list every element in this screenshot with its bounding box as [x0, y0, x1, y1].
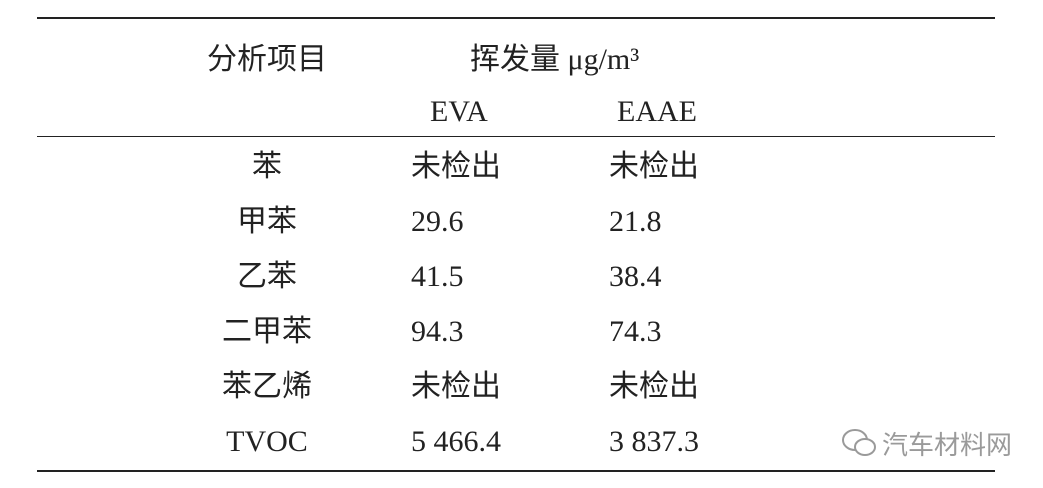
table-cell: 29.6 — [411, 205, 464, 238]
table-cell: 未检出 — [411, 150, 501, 183]
table-cell: 乙苯 — [237, 260, 297, 293]
table-cell: 38.4 — [609, 260, 662, 293]
table-cell: 21.8 — [609, 205, 662, 238]
table-cell: 未检出 — [609, 150, 699, 183]
header-cell: 分析项目 — [207, 43, 327, 76]
watermark-icon — [842, 429, 876, 456]
table-cell: 94.3 — [411, 315, 464, 348]
table-cell: 未检出 — [411, 370, 501, 403]
watermark: 汽车材料网 — [882, 431, 1013, 461]
header-cell: 挥发量 μg/m³ — [470, 43, 640, 76]
subheader-cell: EVA — [430, 95, 488, 128]
mid-rule — [37, 136, 995, 137]
table-cell: 苯乙烯 — [222, 370, 312, 403]
table-cell: 二甲苯 — [222, 315, 312, 348]
table-cell: 3 837.3 — [609, 425, 699, 458]
table-cell: 5 466.4 — [411, 425, 501, 458]
table-cell: 甲苯 — [237, 205, 297, 238]
table-cell: TVOC — [226, 425, 308, 458]
table-cell: 41.5 — [411, 260, 464, 293]
bottom-rule — [37, 470, 995, 472]
table-cell: 未检出 — [609, 370, 699, 403]
table-cell: 苯 — [252, 150, 282, 183]
top-rule — [37, 17, 995, 19]
table-cell: 74.3 — [609, 315, 662, 348]
subheader-cell: EAAE — [617, 95, 697, 128]
